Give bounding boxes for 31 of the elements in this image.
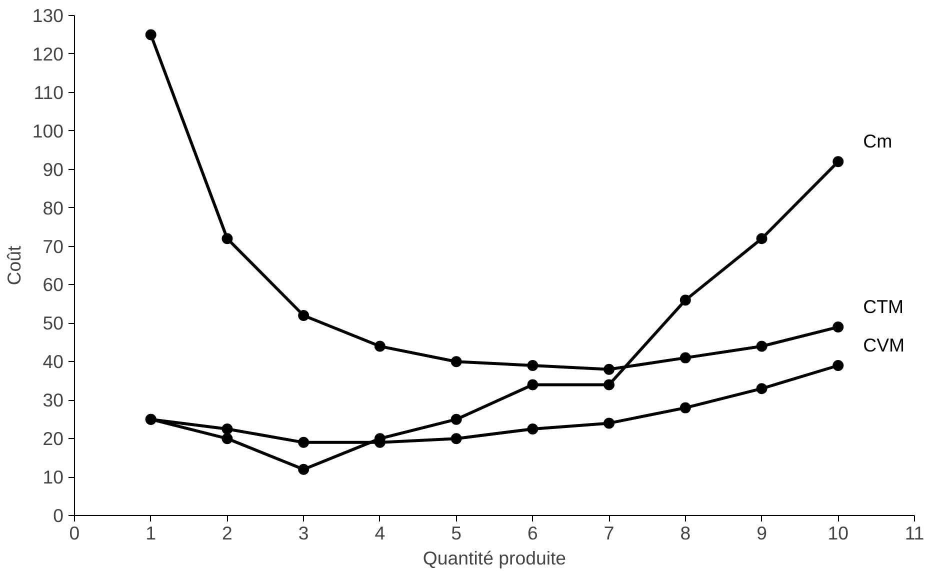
x-tick-label: 11: [904, 522, 924, 544]
x-tick-label: 6: [527, 522, 538, 544]
series-label: Cm: [863, 130, 892, 152]
y-axis-title: Coût: [3, 244, 24, 286]
y-tick-label: 50: [42, 312, 64, 334]
y-tick-label: 10: [42, 466, 64, 488]
y-tick-label: 120: [32, 43, 64, 64]
x-tick-label: 1: [146, 522, 156, 544]
series-label: CTM: [863, 296, 904, 318]
x-tick-label: 8: [680, 522, 691, 544]
x-tick-label: 3: [298, 522, 309, 544]
y-tick-label: 60: [42, 274, 64, 296]
x-tick-label: 10: [828, 522, 849, 544]
y-tick-label: 90: [42, 158, 64, 180]
x-axis-title: Quantité produite: [422, 548, 566, 568]
y-tick-label: 80: [42, 197, 64, 218]
y-tick-label: 130: [32, 5, 64, 26]
x-tick-label: 9: [756, 522, 767, 544]
x-tick-label: 7: [604, 522, 614, 544]
y-tick-label: 100: [32, 120, 64, 142]
x-tick-label: 4: [374, 522, 386, 544]
y-tick-label: 70: [42, 236, 64, 257]
x-tick-label: 0: [69, 522, 80, 544]
x-tick-label: 2: [222, 522, 232, 544]
series-label: CVM: [863, 334, 905, 356]
y-tick-label: 110: [34, 82, 64, 103]
y-tick-label: 20: [42, 428, 64, 450]
y-tick-label: 40: [42, 351, 64, 372]
y-tick-label: 0: [53, 505, 64, 526]
x-tick-label: 5: [451, 522, 462, 544]
y-tick-label: 30: [42, 390, 64, 411]
